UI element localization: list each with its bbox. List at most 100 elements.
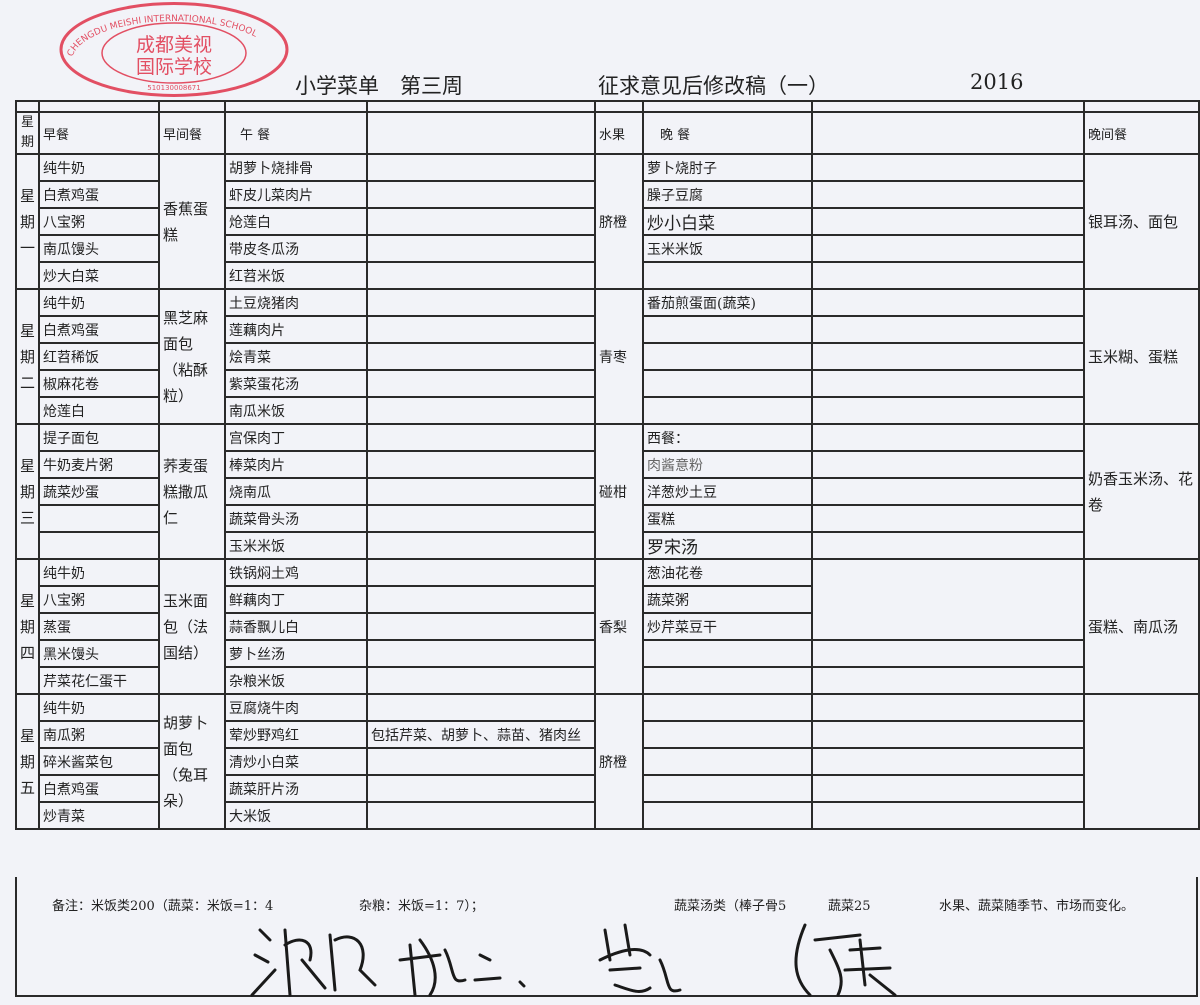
breakfast-item: 白煮鸡蛋 xyxy=(38,774,160,803)
lunch-note xyxy=(366,585,596,614)
breakfast-item: 纯牛奶 xyxy=(38,693,160,722)
menu-row: 白煮鸡蛋 虾皮儿菜肉片 臊子豆腐 xyxy=(16,180,1199,209)
lunch-note xyxy=(366,774,596,803)
breakfast-item: 椒麻花卷 xyxy=(38,369,160,398)
lunch-note xyxy=(366,693,596,722)
breakfast-item xyxy=(38,504,160,533)
breakfast-item: 蔬菜炒蛋 xyxy=(38,477,160,506)
morning-snack: 香蕉蛋糕 xyxy=(158,153,226,290)
dinner-item xyxy=(642,774,813,803)
fruit: 碰柑 xyxy=(594,423,644,560)
menu-row: 红苕稀饭 烩青菜 xyxy=(16,342,1199,371)
menu-row: 星期一 纯牛奶 香蕉蛋糕 胡萝卜烧排骨 脐橙 萝卜烧肘子 银耳汤、面包 xyxy=(15,153,1200,290)
svg-text:510130008671: 510130008671 xyxy=(147,84,200,92)
fruit: 青枣 xyxy=(594,288,644,425)
lunch-item: 胡萝卜烧排骨 xyxy=(224,153,368,182)
breakfast-item: 黑米馒头 xyxy=(38,639,160,668)
lunch-note xyxy=(366,261,596,290)
header-blank xyxy=(366,111,596,155)
dinner-item: 西餐： xyxy=(642,423,813,452)
lunch-note xyxy=(366,423,596,452)
dinner-item xyxy=(642,801,813,830)
lunch-note xyxy=(366,666,596,695)
dinner-note xyxy=(811,693,1085,722)
lunch-item: 萝卜丝汤 xyxy=(224,639,368,668)
dinner-note xyxy=(811,531,1085,560)
dinner-item: 玉米米饭 xyxy=(642,234,813,263)
menu-row: 蔬菜骨头汤 蛋糕 xyxy=(16,504,1199,533)
menu-row: 星期三 提子面包 荞麦蛋糕撒瓜仁 宫保肉丁 碰柑 西餐： 奶香玉米汤、花卷 xyxy=(15,423,1200,560)
dinner-item: 葱油花卷 xyxy=(642,558,813,587)
dinner-item: 番茄煎蛋面(蔬菜) xyxy=(642,288,813,317)
lunch-item: 土豆烧猪肉 xyxy=(224,288,368,317)
evening-snack xyxy=(1083,693,1200,830)
dinner-note xyxy=(811,558,1085,641)
lunch-item: 带皮冬瓜汤 xyxy=(224,234,368,263)
lunch-note xyxy=(366,558,596,587)
breakfast-item: 纯牛奶 xyxy=(38,288,160,317)
menu-row: 星期二 纯牛奶 黑芝麻面包（粘酥粒） 土豆烧猪肉 青枣 番茄煎蛋面(蔬菜) 玉米糊、蛋糕 xyxy=(15,288,1200,425)
menu-title: 小学菜单 第三周 xyxy=(295,74,463,98)
menu-row: 八宝粥 鲜藕肉丁 蔬菜粥 xyxy=(16,585,1199,614)
breakfast-item: 南瓜粥 xyxy=(38,720,160,749)
school-seal-stamp: CHENGDU MEISHI INTERNATIONAL SCHOOL 成都美视… xyxy=(59,2,289,97)
dinner-item: 炒芹菜豆干 xyxy=(642,612,813,641)
lunch-note xyxy=(366,450,596,479)
dinner-note xyxy=(811,153,1085,182)
breakfast-item: 红苕稀饭 xyxy=(38,342,160,371)
svg-text:国际学校: 国际学校 xyxy=(136,56,212,78)
menu-row: 蒸蛋 蒜香飘儿白 炒芹菜豆干 xyxy=(16,612,1199,641)
blank-top-row xyxy=(15,100,1200,113)
dinner-item: 臊子豆腐 xyxy=(642,180,813,209)
menu-row: 黑米馒头 萝卜丝汤 xyxy=(16,639,1199,668)
menu-row: 炒青菜 大米饭 xyxy=(16,801,1199,830)
lunch-item: 红苕米饭 xyxy=(224,261,368,290)
lunch-note xyxy=(366,639,596,668)
dinner-item xyxy=(642,315,813,344)
signature-3 xyxy=(598,923,682,993)
header-dinner: 晚 餐 xyxy=(642,111,813,155)
lunch-item: 蒜香飘儿白 xyxy=(224,612,368,641)
dinner-note xyxy=(811,801,1085,830)
dinner-note xyxy=(811,342,1085,371)
dinner-note xyxy=(811,261,1085,290)
dinner-item xyxy=(642,720,813,749)
fruit: 脐橙 xyxy=(594,153,644,290)
morning-snack: 玉米面包（法国结） xyxy=(158,558,226,695)
lunch-note xyxy=(366,477,596,506)
lunch-item: 铁锅焖土鸡 xyxy=(224,558,368,587)
lunch-item: 荤炒野鸡红 xyxy=(224,720,368,749)
dinner-note xyxy=(811,747,1085,776)
dinner-item: 洋葱炒土豆 xyxy=(642,477,813,506)
evening-snack: 奶香玉米汤、花卷 xyxy=(1083,423,1200,560)
lunch-note xyxy=(366,504,596,533)
header-breakfast: 早餐 xyxy=(38,111,160,155)
note-seasonal: 水果、蔬菜随季节、市场而变化。 xyxy=(939,899,1135,914)
lunch-item: 蔬菜骨头汤 xyxy=(224,504,368,533)
menu-subtitle: 征求意见后修改稿（一） xyxy=(598,74,829,98)
menu-row: 白煮鸡蛋 莲藕肉片 xyxy=(16,315,1199,344)
menu-row: 碎米酱菜包 清炒小白菜 xyxy=(16,747,1199,776)
menu-row: 蔬菜炒蛋 烧南瓜 洋葱炒土豆 xyxy=(16,477,1199,506)
lunch-item: 烧南瓜 xyxy=(224,477,368,506)
dinner-note xyxy=(811,666,1085,695)
breakfast-item: 八宝粥 xyxy=(38,207,160,236)
dinner-note xyxy=(811,315,1085,344)
lunch-item: 南瓜米饭 xyxy=(224,396,368,425)
header-fruit: 水果 xyxy=(594,111,644,155)
lunch-note xyxy=(366,801,596,830)
lunch-item: 烩青菜 xyxy=(224,342,368,371)
dinner-note xyxy=(811,477,1085,506)
lunch-note xyxy=(366,369,596,398)
dinner-item: 肉酱意粉 xyxy=(642,450,813,479)
morning-snack: 荞麦蛋糕撒瓜仁 xyxy=(158,423,226,560)
header-blank-2 xyxy=(811,111,1085,155)
lunch-item: 棒菜肉片 xyxy=(224,450,368,479)
breakfast-item: 八宝粥 xyxy=(38,585,160,614)
lunch-item: 玉米米饭 xyxy=(224,531,368,560)
morning-snack: 胡萝卜面包（兔耳朵） xyxy=(158,693,226,830)
breakfast-item: 芹菜花仁蛋干 xyxy=(38,666,160,695)
breakfast-item: 炒青菜 xyxy=(38,801,160,830)
menu-year: 2016 xyxy=(970,70,1024,94)
day-label: 星期四 xyxy=(15,558,40,695)
